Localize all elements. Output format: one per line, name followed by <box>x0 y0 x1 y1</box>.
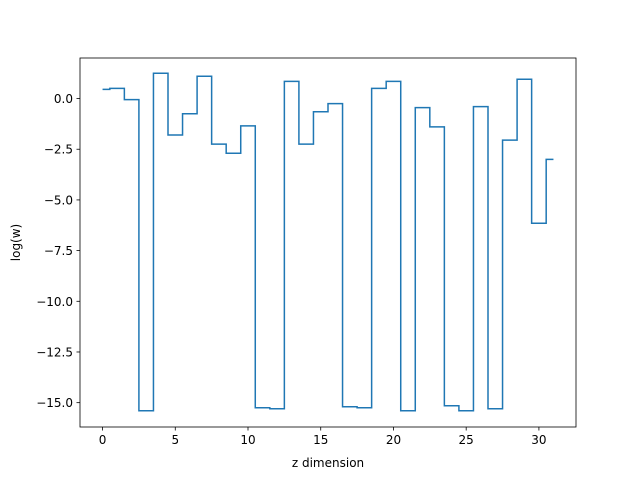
x-tick-label: 30 <box>531 433 546 447</box>
axes-frame <box>79 57 577 428</box>
y-tick-label: −15.0 <box>36 396 73 410</box>
y-tick-label: −5.0 <box>44 193 73 207</box>
y-axis-label: log(w) <box>9 224 23 261</box>
x-axis-ticks: 0 5 10 15 20 25 30 <box>99 427 547 447</box>
x-tick-label: 25 <box>459 433 474 447</box>
y-tick-label: −7.5 <box>44 244 73 258</box>
x-tick-label: 0 <box>99 433 107 447</box>
x-tick-label: 20 <box>386 433 401 447</box>
x-tick-label: 5 <box>171 433 179 447</box>
plot-area <box>102 72 554 412</box>
y-axis-ticks: 0.0 −2.5 −5.0 −7.5 −10.0 −12.5 −15.0 <box>36 92 80 410</box>
y-tick-label: −10.0 <box>36 295 73 309</box>
series-line <box>102 72 554 412</box>
x-tick-label: 15 <box>313 433 328 447</box>
y-tick-label: −2.5 <box>44 143 73 157</box>
x-tick-label: 10 <box>240 433 255 447</box>
y-tick-label: 0.0 <box>54 92 73 106</box>
y-tick-label: −12.5 <box>36 345 73 359</box>
x-axis-label: z dimension <box>292 456 364 470</box>
